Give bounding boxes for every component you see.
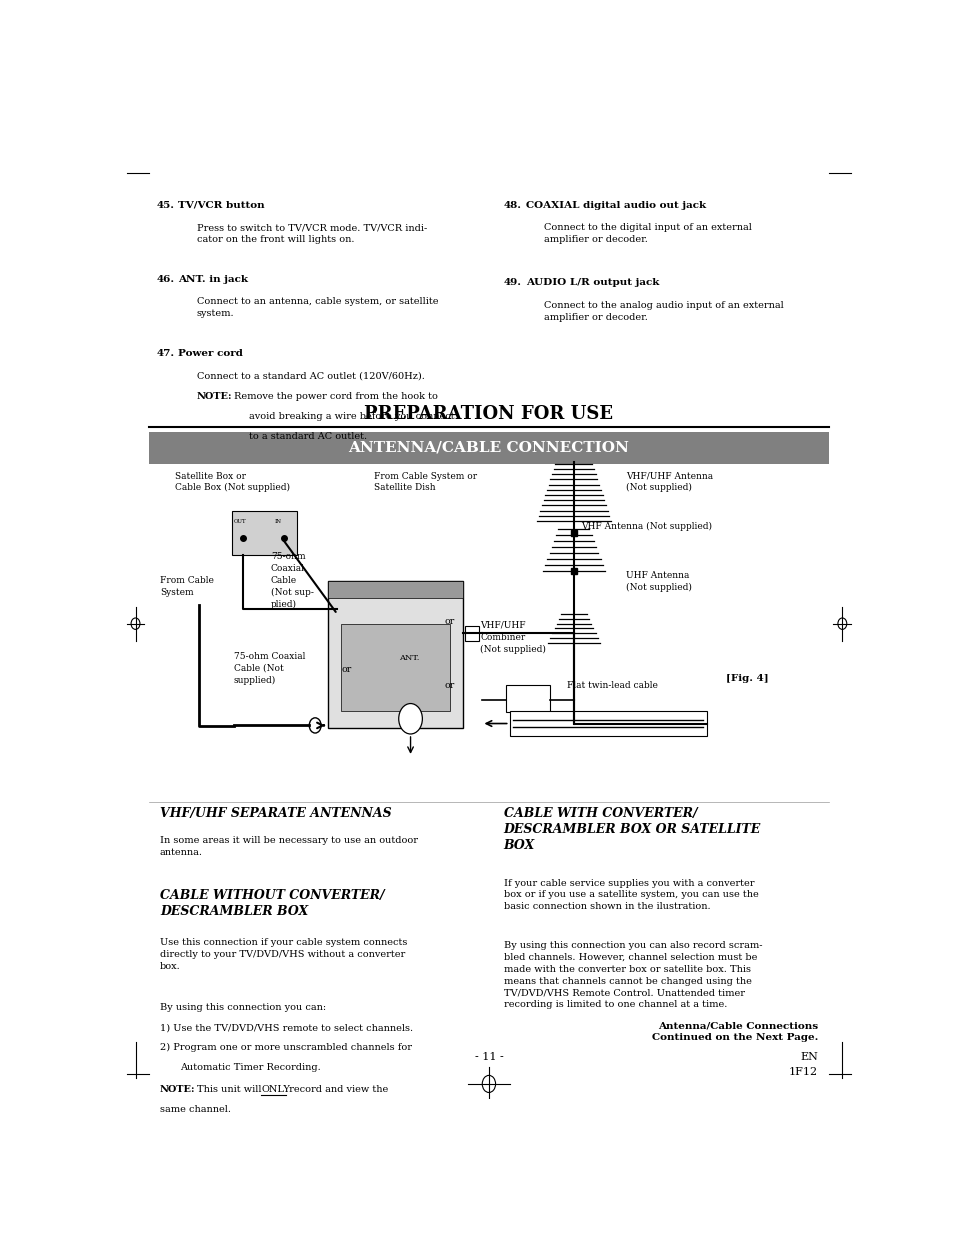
Text: Automatic Timer Recording.: Automatic Timer Recording. [180,1063,320,1072]
Text: Press to switch to TV/VCR mode. TV/VCR indi-
cator on the front will lights on.: Press to switch to TV/VCR mode. TV/VCR i… [196,224,427,245]
Text: By using this connection you can:: By using this connection you can: [160,1003,326,1013]
Text: EN: EN [800,1052,817,1062]
Text: 2) Program one or more unscrambled channels for: 2) Program one or more unscrambled chann… [160,1044,412,1052]
Text: CABLE WITH CONVERTER/
DESCRAMBLER BOX OR SATELLITE
BOX: CABLE WITH CONVERTER/ DESCRAMBLER BOX OR… [503,808,760,852]
FancyBboxPatch shape [328,580,462,598]
Text: 48.: 48. [503,200,521,210]
Text: Satellite Box or
Cable Box (Not supplied): Satellite Box or Cable Box (Not supplied… [174,472,290,493]
Circle shape [837,618,846,630]
Text: Use this connection if your cable system connects
directly to your TV/DVD/VHS wi: Use this connection if your cable system… [160,939,407,971]
Text: From Cable System or
Satellite Dish: From Cable System or Satellite Dish [374,472,476,493]
Text: Connect to a standard AC outlet (120V/60Hz).: Connect to a standard AC outlet (120V/60… [196,372,424,380]
Text: ANT. in jack: ANT. in jack [178,274,248,284]
Text: From Cable
System: From Cable System [160,576,213,597]
Text: 75-ohm Coaxial
Cable (Not
supplied): 75-ohm Coaxial Cable (Not supplied) [233,652,305,685]
Text: 47.: 47. [156,348,174,358]
Circle shape [482,1076,495,1093]
FancyBboxPatch shape [464,626,478,641]
Circle shape [398,704,422,734]
Text: Connect to the analog audio input of an external
amplifier or decoder.: Connect to the analog audio input of an … [544,301,783,322]
Text: 46.: 46. [156,274,174,284]
Text: or: or [444,680,455,689]
FancyBboxPatch shape [149,431,828,464]
Text: Flat twin-lead cable: Flat twin-lead cable [566,680,657,689]
Circle shape [131,618,140,630]
Text: record and view the: record and view the [285,1084,388,1094]
FancyBboxPatch shape [328,580,462,729]
Text: VHF/UHF SEPARATE ANTENNAS: VHF/UHF SEPARATE ANTENNAS [160,808,391,820]
Text: AUDIO L/R output jack: AUDIO L/R output jack [525,278,659,288]
Text: to a standard AC outlet.: to a standard AC outlet. [249,431,366,441]
Text: ANT.: ANT. [398,655,418,662]
FancyBboxPatch shape [233,511,297,556]
Text: VHF/UHF Antenna
(Not supplied): VHF/UHF Antenna (Not supplied) [625,472,712,493]
Text: If your cable service supplies you with a converter
box or if you use a satellit: If your cable service supplies you with … [503,878,758,911]
Text: CABLE WITHOUT CONVERTER/
DESCRAMBLER BOX: CABLE WITHOUT CONVERTER/ DESCRAMBLER BOX [160,889,384,918]
Text: 1F12: 1F12 [788,1067,817,1077]
Text: VHF Antenna (Not supplied): VHF Antenna (Not supplied) [580,522,712,531]
Text: 75-ohm
Coaxial
Cable
(Not sup-
plied): 75-ohm Coaxial Cable (Not sup- plied) [271,552,314,609]
FancyBboxPatch shape [509,711,706,736]
Text: By using this connection you can also record scram-
bled channels. However, chan: By using this connection you can also re… [503,941,761,1009]
Text: ONLY: ONLY [261,1084,290,1094]
Text: PREPARATION FOR USE: PREPARATION FOR USE [364,405,613,422]
Text: or: or [341,664,351,673]
Text: - 11 -: - 11 - [474,1052,503,1062]
Text: UHF Antenna
(Not supplied): UHF Antenna (Not supplied) [625,572,691,593]
Text: COAXIAL digital audio out jack: COAXIAL digital audio out jack [525,200,705,210]
Text: Power cord: Power cord [178,348,243,358]
Text: ANTENNA/CABLE CONNECTION: ANTENNA/CABLE CONNECTION [348,441,629,454]
Text: VHF/UHF
Combiner
(Not supplied): VHF/UHF Combiner (Not supplied) [479,621,545,653]
Text: In some areas it will be necessary to use an outdoor
antenna.: In some areas it will be necessary to us… [160,836,417,857]
Text: [Fig. 4]: [Fig. 4] [724,674,767,683]
Text: same channel.: same channel. [160,1105,231,1114]
Text: TV/VCR button: TV/VCR button [178,200,265,210]
Circle shape [309,718,321,734]
Text: This unit will: This unit will [196,1084,264,1094]
Text: NOTE:: NOTE: [160,1084,195,1094]
Text: Antenna/Cable Connections
Continued on the Next Page.: Antenna/Cable Connections Continued on t… [651,1021,817,1042]
Text: Connect to the digital input of an external
amplifier or decoder.: Connect to the digital input of an exter… [544,224,752,245]
Text: IN: IN [274,519,281,524]
Text: NOTE:: NOTE: [196,391,233,400]
Text: 49.: 49. [503,278,521,288]
Text: Connect to an antenna, cable system, or satellite
system.: Connect to an antenna, cable system, or … [196,298,438,319]
Text: Remove the power cord from the hook to: Remove the power cord from the hook to [233,391,437,400]
Text: 1) Use the TV/DVD/VHS remote to select channels.: 1) Use the TV/DVD/VHS remote to select c… [160,1023,413,1032]
Text: OUT: OUT [233,519,246,524]
Text: avoid breaking a wire before you connect: avoid breaking a wire before you connect [249,411,454,421]
Text: 45.: 45. [156,200,174,210]
FancyBboxPatch shape [505,685,550,713]
FancyBboxPatch shape [341,624,449,711]
Text: or: or [444,618,455,626]
